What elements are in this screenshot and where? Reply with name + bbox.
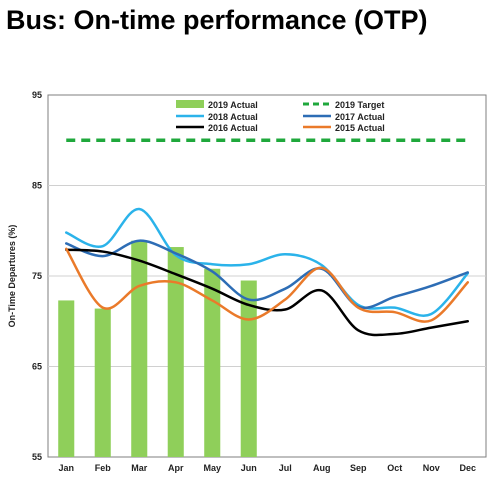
bar-mar <box>131 240 148 457</box>
x-tick-label-aug: Aug <box>313 463 331 473</box>
y-tick-label-75: 75 <box>32 271 42 281</box>
x-tick-label-sep: Sep <box>350 463 367 473</box>
legend-swatch-2019-actual <box>176 100 204 108</box>
x-tick-label-dec: Dec <box>459 463 476 473</box>
bar-may <box>204 268 221 457</box>
legend: 2019 Actual 2019 Target 2018 Actual 2017… <box>176 100 385 133</box>
y-axis-label: On-Time Departures (%) <box>7 225 17 328</box>
series-line-2015-actual <box>65 247 469 323</box>
y-tick-label-55: 55 <box>32 452 42 462</box>
series-line-2018-actual <box>65 207 469 317</box>
x-tick-label-mar: Mar <box>131 463 148 473</box>
x-tick-label-nov: Nov <box>423 463 440 473</box>
legend-label-2017-actual: 2017 Actual <box>335 112 385 122</box>
bar-feb <box>94 308 111 457</box>
y-ticks: 55 65 75 85 95 <box>32 90 42 462</box>
x-ticks: Jan Feb Mar Apr May Jun Jul Aug Sep Oct Nov Dec <box>58 463 476 473</box>
x-tick-label-jul: Jul <box>279 463 292 473</box>
series-line-2016-actual <box>65 248 469 337</box>
bars <box>58 240 257 457</box>
legend-label-2016-actual: 2016 Actual <box>208 123 258 133</box>
x-tick-label-oct: Oct <box>387 463 402 473</box>
legend-label-2015-actual: 2015 Actual <box>335 123 385 133</box>
legend-label-2018-actual: 2018 Actual <box>208 112 258 122</box>
x-tick-label-apr: Apr <box>168 463 184 473</box>
bar-apr <box>167 247 184 457</box>
y-tick-label-65: 65 <box>32 362 42 372</box>
x-tick-label-jan: Jan <box>58 463 74 473</box>
x-tick-label-jun: Jun <box>241 463 257 473</box>
series-lines <box>65 207 469 337</box>
bar-jan <box>58 300 75 457</box>
x-tick-label-feb: Feb <box>95 463 112 473</box>
series-line-2017-actual <box>65 239 469 310</box>
y-tick-label-95: 95 <box>32 90 42 100</box>
y-tick-label-85: 85 <box>32 181 42 191</box>
x-tick-label-may: May <box>203 463 221 473</box>
gridlines <box>48 185 486 367</box>
legend-label-2019-target: 2019 Target <box>335 100 384 110</box>
bar-jun <box>240 280 257 457</box>
chart-title: Bus: On-time performance (OTP) <box>6 5 428 35</box>
legend-label-2019-actual: 2019 Actual <box>208 100 258 110</box>
